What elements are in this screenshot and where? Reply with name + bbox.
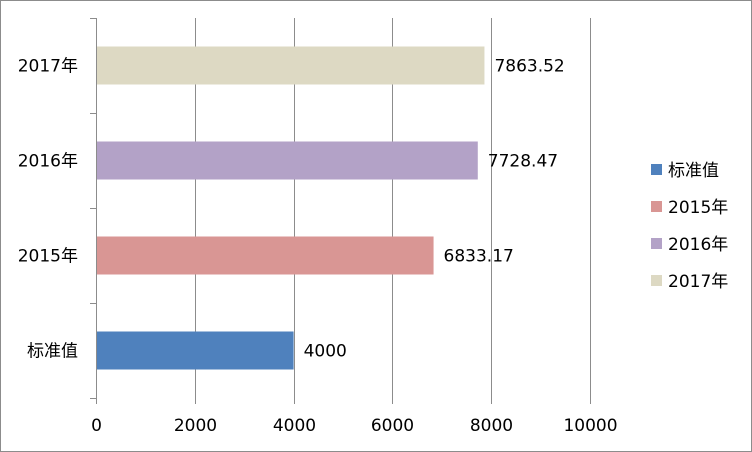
x-tick-label-2000: 2000	[174, 416, 217, 436]
legend-label-1: 2015年	[668, 198, 728, 218]
y-tick-label-3: 2017年	[18, 57, 78, 77]
bar-0	[97, 331, 294, 370]
data-label-0: 4000	[304, 342, 347, 362]
data-label-3: 7863.52	[494, 57, 564, 77]
legend-swatch-1	[651, 201, 662, 212]
legend-label-2: 2016年	[668, 235, 728, 255]
data-label-1: 6833.17	[444, 247, 514, 267]
bar-3	[97, 46, 485, 85]
legend-swatch-0	[651, 164, 662, 175]
x-tick-label-10000: 10000	[563, 416, 617, 436]
bar-1	[97, 236, 434, 275]
x-tick-label-6000: 6000	[371, 416, 414, 436]
data-label-2: 7728.47	[488, 152, 558, 172]
x-tick-label-8000: 8000	[470, 416, 513, 436]
labels: 0 2000 4000 6000 8000 10000 标准值 4000 2015年 6833.1…	[18, 57, 618, 437]
legend-swatch-3	[651, 275, 662, 286]
x-tick-label-0: 0	[91, 416, 102, 436]
bar-2	[97, 141, 478, 180]
y-tick-label-2: 2016年	[18, 152, 78, 172]
y-tick-label-1: 2015年	[18, 247, 78, 267]
y-tick-label-0: 标准值	[27, 342, 78, 362]
legend-swatch-2	[651, 238, 662, 249]
legend-label-0: 标准值	[668, 161, 719, 181]
axes	[90, 18, 591, 404]
legend-label-3: 2017年	[668, 272, 728, 292]
bars	[97, 46, 485, 370]
x-tick-label-4000: 4000	[273, 416, 316, 436]
legend: 标准值 2015年 2016年 2017年	[651, 161, 728, 292]
